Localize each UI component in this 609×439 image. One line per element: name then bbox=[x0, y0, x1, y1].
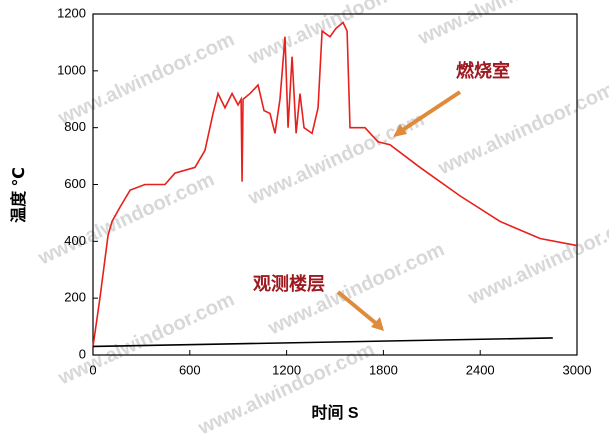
arrow bbox=[336, 290, 380, 327]
watermarks: www.alwindoor.comwww.alwindoor.comwww.al… bbox=[34, 0, 609, 439]
watermark: www.alwindoor.com bbox=[34, 168, 218, 269]
x-tick-label: 2400 bbox=[466, 362, 495, 377]
watermark: www.alwindoor.com bbox=[244, 108, 428, 209]
y-axis-label: 温度 ℃ bbox=[9, 167, 28, 224]
watermark: www.alwindoor.com bbox=[194, 338, 378, 439]
arrow bbox=[396, 90, 462, 135]
x-tick-label: 1200 bbox=[272, 362, 301, 377]
annotation: 观测楼层 bbox=[253, 273, 325, 294]
y-tick-label: 1000 bbox=[57, 62, 86, 77]
arrow-head bbox=[393, 124, 407, 137]
watermark: www.alwindoor.com bbox=[464, 208, 609, 309]
x-tick-label: 1800 bbox=[369, 362, 398, 377]
arrow-head bbox=[371, 317, 384, 331]
series-line bbox=[92, 21, 578, 347]
watermark: www.alwindoor.com bbox=[414, 0, 598, 50]
y-tick-label: 1200 bbox=[57, 5, 86, 20]
x-tick-label: 3000 bbox=[563, 362, 592, 377]
x-tick-label: 0 bbox=[89, 362, 96, 377]
y-tick-label: 600 bbox=[64, 176, 86, 191]
y-tick-label: 800 bbox=[64, 119, 86, 134]
annotation: 燃烧室 bbox=[456, 60, 510, 81]
series-line bbox=[92, 337, 553, 348]
y-tick-label: 0 bbox=[79, 346, 86, 361]
watermark: www.alwindoor.com bbox=[54, 28, 238, 129]
y-tick-label: 200 bbox=[64, 290, 86, 305]
y-tick-label: 400 bbox=[64, 233, 86, 248]
x-tick-label: 600 bbox=[179, 362, 201, 377]
x-axis-label: 时间 S bbox=[311, 403, 358, 422]
watermark: www.alwindoor.com bbox=[244, 0, 428, 70]
